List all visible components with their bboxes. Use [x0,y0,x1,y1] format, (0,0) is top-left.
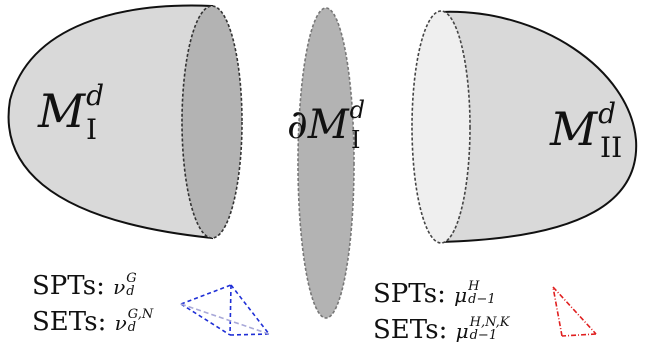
right-manifold-label: MdII [550,100,622,162]
boundary-sup: d [349,96,366,124]
left-manifold-sub: I [86,113,98,146]
left-spt-sup: G [126,271,137,286]
right-manifold-face [411,10,471,244]
right-manifold-body [440,10,638,244]
left-set-symbol: ν [114,311,127,335]
right-manifold-symbol: M [550,102,598,156]
boundary-symbol: M [307,102,349,148]
right-manifold-sup: d [598,97,617,130]
right-legend-set: SETs: μ H,N,K d−1 [373,315,510,345]
right-spt-sub: d−1 [468,292,496,307]
left-set-sup: G,N [127,307,154,322]
left-spt-label: SPTs: [32,271,105,301]
left-legend-set: SETs: ν G,N d [32,307,154,337]
boundary-manifold [297,7,355,319]
right-manifold-sub: II [600,131,623,164]
boundary-sub: I [351,126,361,154]
left-manifold-symbol: M [38,84,86,138]
left-set-sub: d [127,320,137,335]
left-spt-symbol: ν [113,275,126,299]
right-set-sup: H,N,K [469,315,510,330]
left-set-label: SETs: [32,307,107,337]
left-manifold-label: MdI [38,82,104,146]
tetrahedron-icon [180,284,270,336]
right-set-sub: d−1 [469,328,498,343]
right-spt-label: SPTs: [373,279,446,309]
right-set-symbol: μ [455,319,469,343]
left-manifold-body [7,4,213,240]
right-set-label: SETs: [373,315,448,345]
left-manifold-face [181,5,243,239]
boundary-label: ∂MdI [287,98,365,154]
right-spt-sup: H [468,279,480,294]
triangle-icon [552,286,597,337]
left-spt-sub: d [126,284,135,299]
right-spt-symbol: μ [454,283,468,307]
left-manifold-sup: d [86,79,105,112]
boundary-prefix: ∂ [287,102,308,148]
